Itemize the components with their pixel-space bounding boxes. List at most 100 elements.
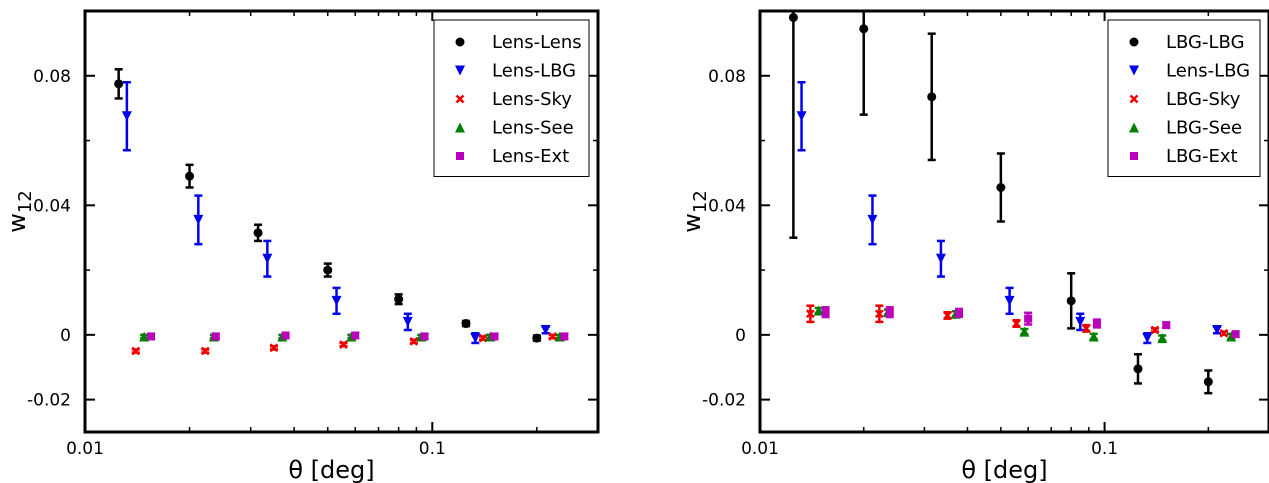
y-tick-label: 0.08 [33, 67, 71, 87]
series-lens-lbg [121, 80, 551, 345]
data-point [813, 305, 824, 316]
data-point [859, 24, 869, 34]
data-point [1219, 328, 1229, 338]
data-point [269, 343, 279, 353]
data-point [1142, 333, 1153, 344]
y-tick-label: 0.04 [33, 196, 71, 216]
axes-frame [758, 9, 1269, 434]
data-point [532, 333, 542, 343]
data-point [1088, 331, 1099, 342]
plot-area [114, 68, 569, 356]
data-point [193, 214, 204, 225]
legend-label: LBG-LBG [1166, 32, 1245, 53]
data-point [548, 332, 557, 341]
series-lens-lens [114, 68, 542, 343]
data-point [954, 308, 963, 317]
data-point [1203, 377, 1213, 387]
data-point [394, 294, 404, 304]
data-point [996, 182, 1006, 192]
data-point [1019, 326, 1030, 337]
y-tick-label: -0.02 [27, 391, 71, 411]
x-tick-label: 0.1 [1091, 439, 1118, 459]
data-point [805, 309, 815, 319]
data-point [253, 228, 263, 238]
y-axis-label: w12 [678, 190, 711, 233]
data-point [461, 319, 471, 329]
x-tick-label: 0.01 [66, 439, 104, 459]
series-lens-ext [147, 331, 569, 341]
data-point [1157, 333, 1168, 344]
legend-label: LBG-See [1166, 118, 1242, 139]
data-point [560, 332, 569, 341]
y-axis-label: w12 [3, 190, 36, 233]
data-point [1066, 296, 1076, 306]
data-point [935, 253, 946, 264]
legend-marker [1129, 65, 1139, 76]
x-axis-label: θ [deg] [961, 456, 1047, 483]
y-tick-label: 0 [735, 326, 746, 346]
legend-marker [455, 122, 465, 133]
series-lbg-lbg [788, 11, 1213, 395]
data-point [1075, 316, 1086, 327]
legend-marker [455, 65, 465, 76]
legend-label: LBG-Sky [1166, 89, 1241, 110]
data-point [1226, 331, 1237, 342]
legend-marker [1129, 94, 1139, 104]
x-tick-label: 0.01 [741, 439, 779, 459]
chart-panel-2: 0.01 0.1 0.08 0.04 0 -0.02 θ [deg] w12 LBG-LBG Le… [678, 9, 1269, 483]
data-point [1162, 321, 1171, 330]
x-tick-label: 0.1 [419, 439, 446, 459]
data-point [1150, 325, 1160, 335]
error-bar [789, 11, 798, 239]
legend-marker [1129, 122, 1139, 133]
data-point [1012, 319, 1021, 328]
data-point [1092, 319, 1101, 328]
data-point [331, 295, 342, 306]
data-point [1133, 364, 1143, 374]
y-tick-label: 0 [60, 326, 71, 346]
data-point [114, 79, 124, 89]
error-bar [859, 11, 868, 116]
data-point [1212, 324, 1223, 335]
legend-label: Lens-Ext [492, 146, 569, 167]
data-point [1024, 314, 1033, 323]
data-point [490, 332, 499, 341]
data-point [323, 265, 333, 275]
legend-label: Lens-LBG [1166, 61, 1250, 82]
legend-label: Lens-Sky [492, 89, 572, 110]
y-tick-label: 0.08 [708, 67, 746, 87]
data-point [121, 111, 132, 122]
series-lbg-sky [805, 304, 1229, 338]
data-point [281, 331, 290, 340]
data-point [867, 214, 878, 225]
data-point [874, 309, 884, 319]
legend-marker [455, 37, 465, 47]
data-point [147, 332, 156, 341]
data-point [821, 308, 830, 317]
plot-area [788, 11, 1240, 395]
y-tick-label: 0.04 [708, 196, 746, 216]
legend-marker [1130, 152, 1138, 160]
data-point [200, 346, 210, 356]
chart-panel-1: 0.01 0.1 0.08 0.04 0 -0.02 θ [deg] w12 Lens-Lens… [3, 9, 600, 483]
legend-label: LBG-Ext [1166, 146, 1238, 167]
legend: LBG-LBG Lens-LBG LBG-Sky LBG-See LBG-Ext [1107, 19, 1261, 177]
data-point [402, 316, 413, 327]
data-point [927, 92, 937, 102]
data-point [478, 333, 488, 343]
legend-marker [1129, 37, 1139, 47]
data-point [540, 324, 551, 335]
data-point [262, 253, 273, 264]
data-point [131, 346, 141, 356]
data-point [885, 308, 894, 317]
data-point [420, 332, 429, 341]
axes-frame [83, 9, 600, 434]
data-point [185, 171, 195, 181]
series-lbg-ext [821, 306, 1240, 339]
data-point [796, 111, 807, 122]
data-point [409, 336, 419, 346]
legend-label: Lens-See [492, 118, 574, 139]
legend-marker [456, 152, 464, 160]
data-point [211, 332, 220, 341]
